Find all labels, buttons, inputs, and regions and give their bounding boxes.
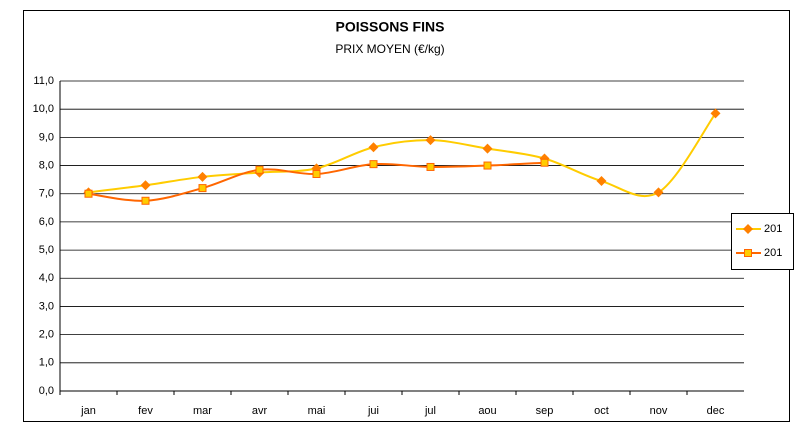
marker [369,160,378,169]
x-tick-label: jui [367,405,379,417]
legend-label: 201 [764,223,782,235]
chart-border [23,10,790,422]
marker [425,135,436,146]
y-tick-label: 2,0 [39,329,54,341]
marker [255,165,264,174]
y-tick-label: 4,0 [39,272,54,284]
marker [368,142,379,153]
marker [140,180,151,191]
x-tick-label: fev [138,405,153,417]
y-tick-label: 5,0 [39,244,54,256]
x-tick-label: mai [308,405,326,417]
x-tick-label: jan [80,405,96,417]
y-tick-label: 3,0 [39,300,54,312]
chart-title: POISSONS FINS [336,19,445,35]
marker [483,161,492,170]
marker [426,162,435,171]
legend-marker [744,249,752,257]
y-tick-label: 8,0 [39,159,54,171]
x-tick-label: aou [478,405,496,417]
x-tick-label: dec [707,405,725,417]
marker [540,158,549,167]
marker [710,108,721,119]
legend-box [731,213,794,270]
y-tick-label: 7,0 [39,188,54,200]
y-tick-label: 10,0 [33,103,54,115]
marker [84,189,93,198]
marker [141,196,150,205]
x-tick-label: avr [252,405,268,417]
x-tick-label: nov [650,405,668,417]
chart-subtitle: PRIX MOYEN (€/kg) [335,42,444,56]
x-tick-label: sep [536,405,554,417]
y-tick-label: 1,0 [39,357,54,369]
x-tick-label: oct [594,405,609,417]
y-tick-label: 9,0 [39,131,54,143]
marker [197,171,208,182]
marker [482,143,493,154]
x-tick-label: mar [193,405,212,417]
marker [653,187,664,198]
x-tick-label: jul [424,405,436,417]
y-tick-label: 6,0 [39,216,54,228]
y-tick-label: 0,0 [39,385,54,397]
y-tick-label: 11,0 [33,75,54,87]
marker [312,170,321,178]
marker [596,176,607,187]
legend-label: 201 [764,247,782,259]
marker [198,184,207,193]
legend-marker [743,224,753,234]
